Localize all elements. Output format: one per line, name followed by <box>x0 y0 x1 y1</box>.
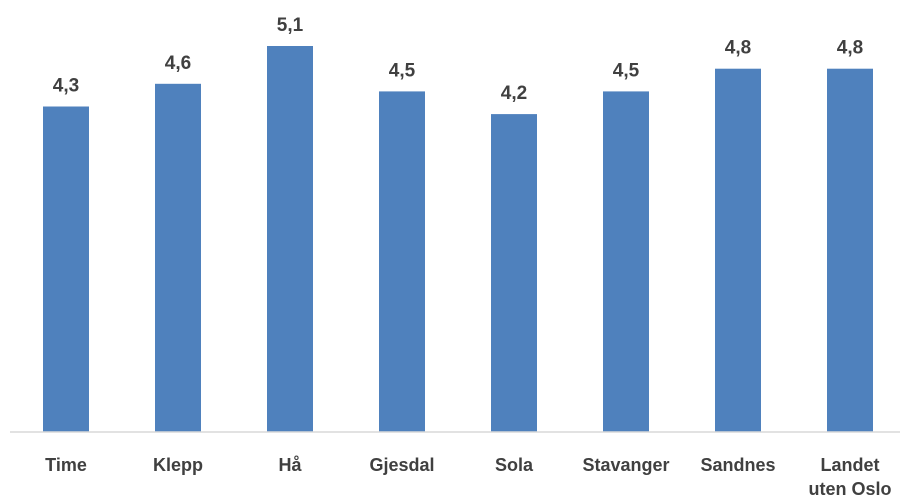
data-label: 4,3 <box>53 76 79 97</box>
data-label: 4,2 <box>501 83 527 104</box>
bar-klepp <box>155 83 201 433</box>
x-tick-label-line: Klepp <box>153 455 203 475</box>
x-tick-label: Stavanger <box>582 455 669 475</box>
data-label: 5,1 <box>277 15 304 36</box>
x-tick-label-line: Time <box>45 455 87 475</box>
data-label: 4,5 <box>613 60 640 81</box>
x-tick-label-line: Stavanger <box>582 455 669 475</box>
bar-landet-uten-oslo <box>827 68 873 432</box>
x-tick-label: Sandnes <box>700 455 775 475</box>
bar-gjesdal <box>379 91 425 433</box>
x-tick-label: Klepp <box>153 455 203 475</box>
data-label: 4,6 <box>165 53 191 74</box>
bar-sola <box>491 114 537 432</box>
x-tick-label: Time <box>45 455 87 475</box>
x-tick-label: Sola <box>495 455 534 475</box>
x-tick-label-line: Sandnes <box>700 455 775 475</box>
x-tick-label-line: Sola <box>495 455 534 475</box>
data-labels-group: 4,3 4,6 5,1 4,5 4,2 4,5 4,8 4,8 <box>53 15 863 104</box>
x-tick-label: Landet uten Oslo <box>808 455 891 499</box>
data-label: 4,8 <box>725 38 751 59</box>
x-tick-label-line: Hå <box>278 455 302 475</box>
x-tick-label: Hå <box>278 455 302 475</box>
data-label: 4,8 <box>837 38 863 59</box>
bars-group <box>43 46 873 433</box>
bar-sandnes <box>715 68 761 432</box>
bar-time <box>43 106 89 432</box>
x-tick-label-line: Gjesdal <box>369 455 434 475</box>
x-tick-label: Gjesdal <box>369 455 434 475</box>
x-tick-labels-group: Time Klepp Hå Gjesdal Sola Stavanger Sandnes La… <box>45 455 891 499</box>
x-tick-label-line: Landet <box>820 455 879 475</box>
bar-stavanger <box>603 91 649 433</box>
bar-hå <box>267 46 313 432</box>
data-label: 4,5 <box>389 60 416 81</box>
x-tick-label-line: uten Oslo <box>808 479 891 499</box>
